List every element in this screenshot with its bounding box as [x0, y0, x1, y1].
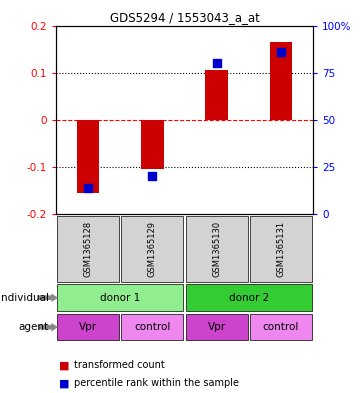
Title: GDS5294 / 1553043_a_at: GDS5294 / 1553043_a_at: [109, 11, 260, 24]
Point: [149, 173, 155, 180]
Bar: [57, 314, 119, 340]
Bar: [186, 285, 312, 311]
Text: GSM1365131: GSM1365131: [276, 220, 285, 277]
Bar: [186, 215, 248, 281]
Text: GSM1365128: GSM1365128: [84, 220, 93, 277]
Text: control: control: [134, 322, 171, 332]
Text: ■: ■: [59, 378, 70, 388]
Bar: [121, 215, 183, 281]
Bar: [57, 285, 183, 311]
Bar: [206, 70, 228, 120]
Bar: [121, 314, 183, 340]
Text: transformed count: transformed count: [74, 360, 165, 371]
Bar: [57, 215, 119, 281]
Bar: [77, 120, 99, 193]
Text: agent: agent: [18, 322, 49, 332]
Bar: [186, 314, 248, 340]
Text: control: control: [263, 322, 299, 332]
Bar: [250, 314, 312, 340]
Bar: [270, 42, 292, 120]
Text: Vpr: Vpr: [208, 322, 226, 332]
Text: GSM1365130: GSM1365130: [212, 220, 221, 277]
Point: [214, 60, 220, 66]
Bar: [141, 120, 163, 169]
Text: ■: ■: [59, 360, 70, 371]
Text: donor 2: donor 2: [229, 293, 269, 303]
Point: [85, 185, 91, 191]
Point: [278, 49, 284, 55]
Text: donor 1: donor 1: [100, 293, 140, 303]
Text: percentile rank within the sample: percentile rank within the sample: [74, 378, 239, 388]
Bar: [250, 215, 312, 281]
Text: Vpr: Vpr: [79, 322, 97, 332]
Text: individual: individual: [0, 293, 49, 303]
Text: GSM1365129: GSM1365129: [148, 220, 157, 277]
